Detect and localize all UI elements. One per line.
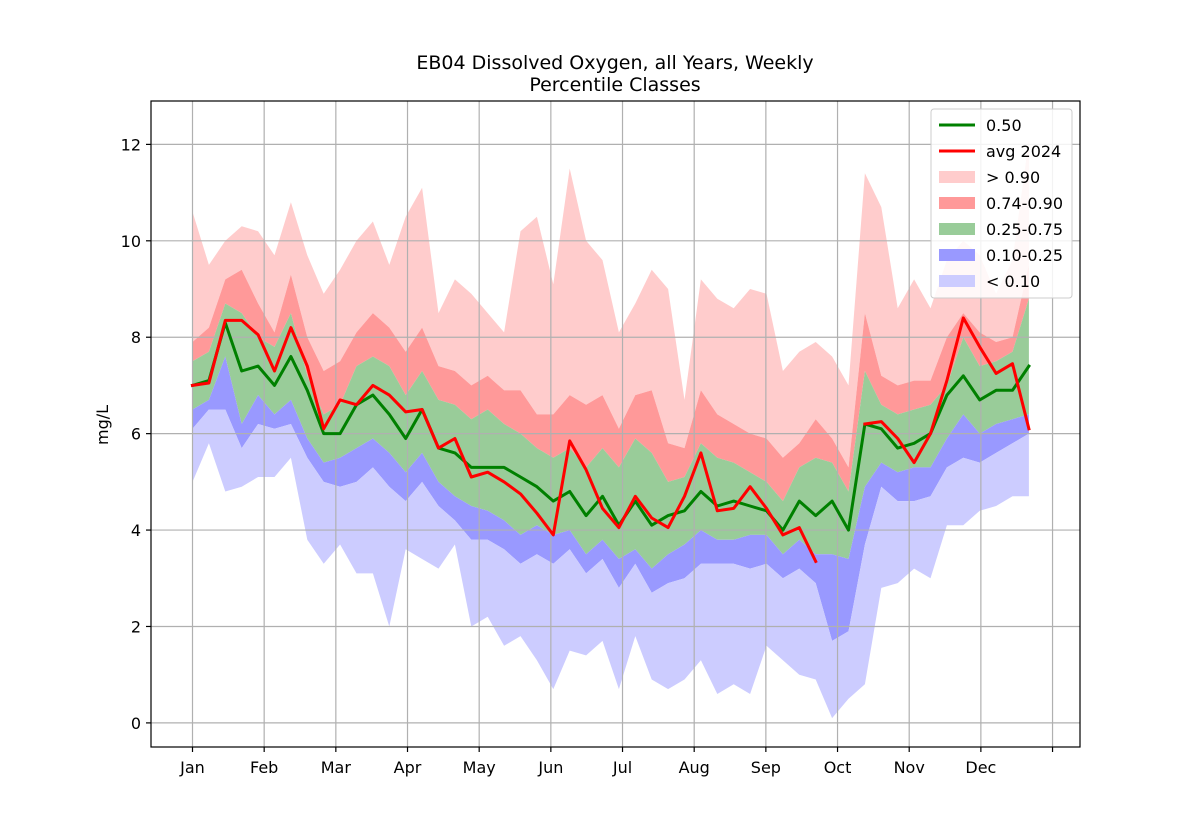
legend-label: < 0.10 — [986, 272, 1040, 291]
legend-label: 0.25-0.75 — [986, 220, 1063, 239]
x-tick-label-dec: Dec — [965, 758, 996, 777]
series-line-median — [190, 321, 1031, 532]
legend-label: 0.74-0.90 — [986, 194, 1063, 213]
plot-frame — [150, 100, 1081, 748]
band-p75-p90 — [192, 264, 1029, 502]
percentile-bands — [192, 139, 1029, 719]
x-tick-label-apr: Apr — [394, 758, 422, 777]
legend-swatch-band — [939, 171, 975, 183]
series-line-avg-2024 — [190, 316, 1031, 564]
x-tick-label-feb: Feb — [250, 758, 278, 777]
legend: 0.50 avg 2024 > 0.90 0.74-0.90 0.25-0.75 0.10… — [930, 108, 1073, 299]
legend-swatch-band — [939, 223, 975, 235]
x-tick-label-may: May — [463, 758, 496, 777]
axes — [150, 100, 1081, 748]
x-tick-label-aug: Aug — [679, 758, 710, 777]
legend-label: 0.50 — [986, 116, 1022, 135]
x-tick-label-jun: Jun — [537, 758, 563, 777]
series-lines — [190, 316, 1031, 564]
y-tick-label: 2 — [131, 617, 141, 636]
y-tick-label: 8 — [131, 328, 141, 347]
tick-labels: 0 2 4 6 8 10 12 Jan Feb Mar Apr May Jun Jul Aug Sep Oct N… — [121, 135, 1054, 777]
x-tick-label-oct: Oct — [824, 758, 852, 777]
x-tick-label-nov: Nov — [894, 758, 925, 777]
chart-title: EB04 Dissolved Oxygen, all Years, Weekly — [416, 52, 813, 74]
x-tick-label-sep: Sep — [751, 758, 781, 777]
x-tick-label-jan: Jan — [179, 758, 205, 777]
y-tick-label: 6 — [131, 425, 141, 444]
band-p10-p25 — [192, 356, 1029, 641]
legend-swatch-band — [939, 249, 975, 261]
x-tick-label-jul: Jul — [612, 758, 632, 777]
legend-label: > 0.90 — [986, 168, 1040, 187]
x-tick-label-mar: Mar — [321, 758, 352, 777]
legend-swatch-band — [939, 275, 975, 287]
band-min-p10 — [192, 409, 1029, 719]
band-p25-p75 — [192, 298, 1029, 569]
band-p90-max — [192, 139, 1029, 468]
y-axis-label: mg/L — [93, 405, 112, 445]
legend-label: 0.10-0.25 — [986, 246, 1063, 265]
chart-subtitle: Percentile Classes — [529, 74, 700, 96]
y-tick-label: 10 — [121, 232, 141, 251]
y-tick-label: 4 — [131, 521, 141, 540]
y-tick-label: 12 — [121, 135, 141, 154]
grid — [151, 101, 1080, 747]
y-tick-label: 0 — [131, 714, 141, 733]
legend-swatch-band — [939, 197, 975, 209]
legend-label: avg 2024 — [986, 142, 1061, 161]
